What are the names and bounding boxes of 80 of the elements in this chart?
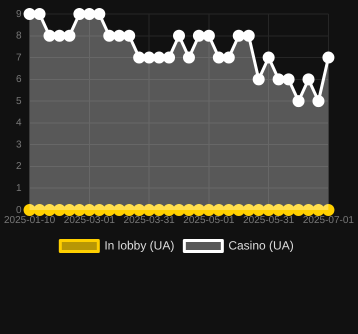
point xyxy=(173,204,185,216)
point xyxy=(103,204,116,216)
y-tick-label: 7 xyxy=(16,52,22,64)
point xyxy=(93,8,106,20)
point xyxy=(302,204,314,216)
point xyxy=(123,204,136,216)
x-tick-label: 2025-03-01 xyxy=(64,214,116,226)
point xyxy=(34,8,46,20)
point xyxy=(272,73,285,86)
y-tick-label: 0 xyxy=(16,204,22,216)
point xyxy=(232,30,245,42)
y-tick-label: 9 xyxy=(16,8,22,20)
point xyxy=(212,52,225,64)
y-tick-label: 3 xyxy=(16,139,22,150)
point xyxy=(222,204,235,216)
point xyxy=(202,30,215,42)
point xyxy=(163,204,176,216)
point xyxy=(153,204,166,216)
point xyxy=(113,204,126,216)
point xyxy=(292,204,305,216)
point xyxy=(322,204,334,216)
point xyxy=(44,30,56,42)
point xyxy=(123,30,136,42)
x-tick-label: 2025-05-31 xyxy=(243,214,295,226)
y-tick-label: 5 xyxy=(16,96,22,107)
point xyxy=(53,204,66,216)
point xyxy=(73,204,86,216)
point xyxy=(232,204,245,216)
point xyxy=(103,30,116,42)
point xyxy=(282,204,295,216)
point xyxy=(292,95,305,108)
point xyxy=(113,30,126,42)
point xyxy=(63,204,76,216)
point xyxy=(182,52,195,64)
point xyxy=(312,95,324,108)
y-tick-label: 1 xyxy=(16,182,22,194)
point xyxy=(212,204,225,216)
point xyxy=(63,30,76,42)
point xyxy=(133,52,146,64)
point xyxy=(182,204,195,216)
point xyxy=(133,204,146,216)
point xyxy=(53,30,66,42)
x-tick-label: 2025-05-01 xyxy=(183,214,235,226)
point xyxy=(202,204,215,216)
point xyxy=(272,204,285,216)
point xyxy=(24,204,36,216)
y-tick-label: 2 xyxy=(16,161,22,172)
point xyxy=(44,204,56,216)
point xyxy=(173,30,185,42)
point xyxy=(93,204,106,216)
x-tick-label: 2025-01-10 xyxy=(4,214,56,226)
point xyxy=(242,30,255,42)
y-tick-label: 4 xyxy=(16,118,22,129)
point xyxy=(153,52,166,64)
point xyxy=(163,52,176,64)
point xyxy=(222,52,235,64)
y-tick-label: 6 xyxy=(16,74,22,86)
point xyxy=(143,204,156,216)
point xyxy=(24,8,36,20)
point xyxy=(252,204,265,216)
x-tick-label: 2025-07-01 xyxy=(302,214,354,226)
point xyxy=(282,73,295,86)
y-tick-label: 8 xyxy=(16,30,22,42)
point xyxy=(262,52,275,64)
point xyxy=(83,204,96,216)
point xyxy=(192,30,205,42)
point xyxy=(34,204,46,216)
point xyxy=(73,8,86,20)
point xyxy=(322,52,334,64)
point xyxy=(302,73,314,86)
point xyxy=(252,73,265,86)
legend-label: In lobby (UA) xyxy=(104,238,174,252)
legend-label: Casino (UA) xyxy=(228,238,294,252)
point xyxy=(242,204,255,216)
x-tick-label: 2025-03-31 xyxy=(124,214,176,226)
point xyxy=(83,8,96,20)
point xyxy=(262,204,275,216)
point xyxy=(312,204,324,216)
point xyxy=(143,52,156,64)
point xyxy=(192,204,205,216)
